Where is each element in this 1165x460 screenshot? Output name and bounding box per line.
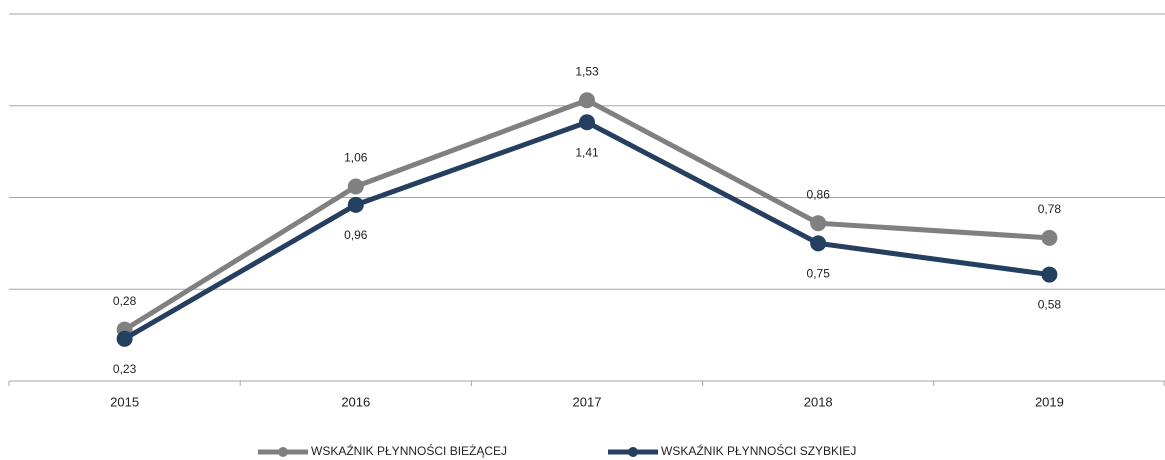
legend-label: WSKAŹNIK PŁYNNOŚCI SZYBKIEJ bbox=[661, 443, 856, 458]
point bbox=[1041, 266, 1058, 283]
data-label: 1,06 bbox=[344, 151, 368, 165]
data-label: 0,75 bbox=[807, 267, 831, 281]
point bbox=[347, 196, 364, 213]
point bbox=[579, 114, 595, 131]
point bbox=[347, 178, 364, 195]
legend-marker bbox=[278, 447, 288, 457]
data-label: 1,53 bbox=[575, 64, 599, 78]
point bbox=[810, 215, 827, 232]
x-tick-label: 2017 bbox=[573, 394, 602, 409]
data-label: 0,86 bbox=[807, 187, 831, 201]
data-label: 0,96 bbox=[344, 228, 368, 242]
data-label: 1,41 bbox=[575, 145, 599, 159]
series-line bbox=[123, 97, 1050, 332]
data-label: 0,28 bbox=[113, 294, 137, 308]
x-tick-label: 2015 bbox=[110, 394, 139, 409]
x-tick-label: 2016 bbox=[341, 394, 370, 409]
point bbox=[1041, 229, 1058, 246]
x-tick-label: 2019 bbox=[1035, 394, 1064, 409]
point bbox=[810, 235, 827, 252]
point bbox=[579, 92, 595, 109]
legend-label: WSKAŹNIK PŁYNNOŚCI BIEŻĄCEJ bbox=[311, 443, 507, 458]
data-label: 0,23 bbox=[113, 362, 137, 376]
legend-marker bbox=[628, 447, 638, 457]
data-label: 0,78 bbox=[1038, 202, 1062, 216]
data-label: 0,58 bbox=[1038, 298, 1062, 312]
x-tick-label: 2018 bbox=[804, 394, 833, 409]
point bbox=[116, 330, 133, 347]
